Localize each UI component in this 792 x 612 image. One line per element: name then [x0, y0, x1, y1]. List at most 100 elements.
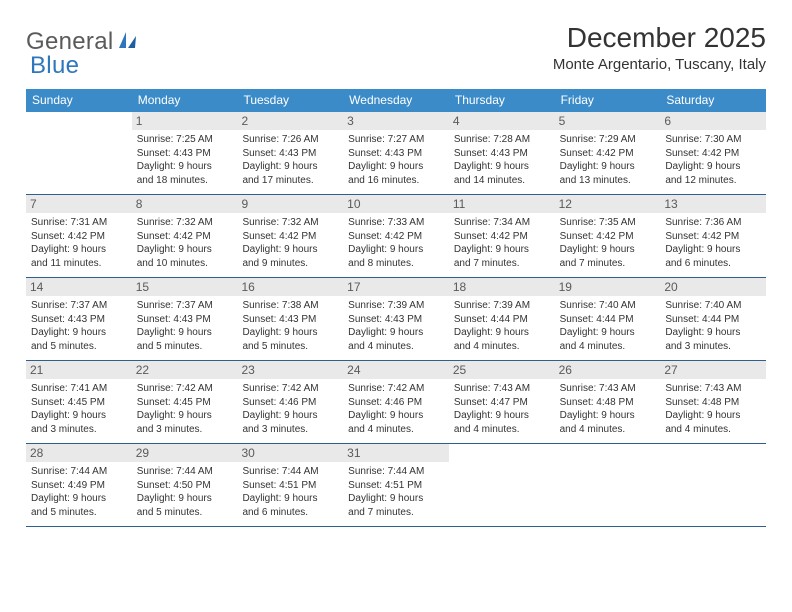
day-number: 21: [26, 361, 132, 379]
day-details: Sunrise: 7:31 AMSunset: 4:42 PMDaylight:…: [31, 216, 127, 270]
day-cell: 22Sunrise: 7:42 AMSunset: 4:45 PMDayligh…: [132, 361, 238, 443]
sunset-text: Sunset: 4:51 PM: [348, 479, 444, 493]
day-cell: 28Sunrise: 7:44 AMSunset: 4:49 PMDayligh…: [26, 444, 132, 526]
sunrise-text: Sunrise: 7:37 AM: [31, 299, 127, 313]
day-cell: 24 Sunrise: 7:42 AMSunset: 4:46 PMDayligh…: [343, 361, 449, 443]
day-number: 30: [237, 444, 343, 462]
day-cell: 26Sunrise: 7:43 AMSunset: 4:48 PMDayligh…: [555, 361, 661, 443]
daylight-line2: and 4 minutes.: [665, 423, 761, 437]
day-cell: [555, 444, 661, 526]
sunrise-text: Sunrise: 7:36 AM: [665, 216, 761, 230]
dow-tuesday: Tuesday: [237, 89, 343, 112]
day-number: 24: [343, 361, 449, 379]
day-number: 11: [449, 195, 555, 213]
daylight-line1: Daylight: 9 hours: [665, 160, 761, 174]
day-details: Sunrise: 7:42 AMSunset: 4:46 PMDaylight:…: [348, 382, 444, 436]
daylight-line1: Daylight: 9 hours: [348, 409, 444, 423]
sunrise-text: Sunrise: 7:42 AM: [348, 382, 444, 396]
day-number: 5: [555, 112, 661, 130]
day-details: Sunrise: 7:44 AMSunset: 4:51 PMDaylight:…: [242, 465, 338, 519]
day-details: Sunrise: 7:40 AMSunset: 4:44 PMDaylight:…: [560, 299, 656, 353]
day-cell: 17Sunrise: 7:39 AMSunset: 4:43 PMDayligh…: [343, 278, 449, 360]
daylight-line1: Daylight: 9 hours: [454, 326, 550, 340]
day-details: Sunrise: 7:37 AMSunset: 4:43 PMDaylight:…: [31, 299, 127, 353]
day-details: Sunrise: 7:30 AMSunset: 4:42 PMDaylight:…: [665, 133, 761, 187]
sunset-text: Sunset: 4:42 PM: [665, 230, 761, 244]
daylight-line2: and 7 minutes.: [454, 257, 550, 271]
dow-saturday: Saturday: [660, 89, 766, 112]
sunset-text: Sunset: 4:46 PM: [242, 396, 338, 410]
day-cell: 29Sunrise: 7:44 AMSunset: 4:50 PMDayligh…: [132, 444, 238, 526]
daylight-line1: Daylight: 9 hours: [454, 160, 550, 174]
location-subtitle: Monte Argentario, Tuscany, Italy: [553, 56, 766, 73]
day-details: Sunrise: 7:38 AMSunset: 4:43 PMDaylight:…: [242, 299, 338, 353]
daylight-line2: and 4 minutes.: [560, 340, 656, 354]
day-details: Sunrise: 7:25 AMSunset: 4:43 PMDaylight:…: [137, 133, 233, 187]
sunrise-text: Sunrise: 7:38 AM: [242, 299, 338, 313]
sunset-text: Sunset: 4:43 PM: [137, 147, 233, 161]
day-details: Sunrise: 7:43 AMSunset: 4:48 PMDaylight:…: [560, 382, 656, 436]
sunrise-text: Sunrise: 7:26 AM: [242, 133, 338, 147]
day-cell: 12Sunrise: 7:35 AMSunset: 4:42 PMDayligh…: [555, 195, 661, 277]
day-details: Sunrise: 7:43 AMSunset: 4:47 PMDaylight:…: [454, 382, 550, 436]
day-cell: 30 Sunrise: 7:44 AMSunset: 4:51 PMDayligh…: [237, 444, 343, 526]
day-number: 22: [132, 361, 238, 379]
daylight-line1: Daylight: 9 hours: [454, 243, 550, 257]
sunrise-text: Sunrise: 7:42 AM: [242, 382, 338, 396]
day-number: 12: [555, 195, 661, 213]
daylight-line1: Daylight: 9 hours: [560, 160, 656, 174]
sunset-text: Sunset: 4:42 PM: [31, 230, 127, 244]
day-cell: 20Sunrise: 7:40 AMSunset: 4:44 PMDayligh…: [660, 278, 766, 360]
day-number: 23: [237, 361, 343, 379]
day-of-week-header: Sunday Monday Tuesday Wednesday Thursday…: [26, 89, 766, 112]
day-number: 28: [26, 444, 132, 462]
dow-sunday: Sunday: [26, 89, 132, 112]
week-row: 7Sunrise: 7:31 AMSunset: 4:42 PMDaylight…: [26, 195, 766, 278]
calendar-grid: Sunday Monday Tuesday Wednesday Thursday…: [26, 89, 766, 527]
daylight-line2: and 5 minutes.: [137, 340, 233, 354]
daylight-line2: and 6 minutes.: [242, 506, 338, 520]
page-header: General December 2025 Monte Argentario, …: [26, 22, 766, 73]
daylight-line2: and 3 minutes.: [31, 423, 127, 437]
sunrise-text: Sunrise: 7:44 AM: [348, 465, 444, 479]
daylight-line2: and 7 minutes.: [348, 506, 444, 520]
daylight-line1: Daylight: 9 hours: [242, 326, 338, 340]
daylight-line1: Daylight: 9 hours: [31, 326, 127, 340]
daylight-line2: and 3 minutes.: [665, 340, 761, 354]
daylight-line1: Daylight: 9 hours: [560, 326, 656, 340]
day-cell: 3Sunrise: 7:27 AMSunset: 4:43 PMDaylight…: [343, 112, 449, 194]
day-number: 31: [343, 444, 449, 462]
daylight-line2: and 3 minutes.: [137, 423, 233, 437]
daylight-line2: and 4 minutes.: [454, 423, 550, 437]
sunrise-text: Sunrise: 7:40 AM: [560, 299, 656, 313]
day-cell: 6Sunrise: 7:30 AMSunset: 4:42 PMDaylight…: [660, 112, 766, 194]
daylight-line2: and 5 minutes.: [137, 506, 233, 520]
daylight-line1: Daylight: 9 hours: [31, 409, 127, 423]
weeks-container: 1Sunrise: 7:25 AMSunset: 4:43 PMDaylight…: [26, 112, 766, 527]
logo-text-blue: Blue: [30, 52, 79, 79]
day-details: Sunrise: 7:43 AMSunset: 4:48 PMDaylight:…: [665, 382, 761, 436]
daylight-line2: and 12 minutes.: [665, 174, 761, 188]
day-cell: [449, 444, 555, 526]
dow-wednesday: Wednesday: [343, 89, 449, 112]
logo-blue-wrap: Blue: [30, 52, 79, 80]
week-row: 14Sunrise: 7:37 AMSunset: 4:43 PMDayligh…: [26, 278, 766, 361]
daylight-line2: and 10 minutes.: [137, 257, 233, 271]
daylight-line2: and 18 minutes.: [137, 174, 233, 188]
sunset-text: Sunset: 4:43 PM: [348, 313, 444, 327]
day-cell: 13Sunrise: 7:36 AMSunset: 4:42 PMDayligh…: [660, 195, 766, 277]
sunset-text: Sunset: 4:42 PM: [560, 230, 656, 244]
day-cell: 14 Sunrise: 7:37 AMSunset: 4:43 PMDayligh…: [26, 278, 132, 360]
sunrise-text: Sunrise: 7:39 AM: [348, 299, 444, 313]
sunrise-text: Sunrise: 7:27 AM: [348, 133, 444, 147]
day-cell: 9Sunrise: 7:32 AMSunset: 4:42 PMDaylight…: [237, 195, 343, 277]
day-number: 14: [26, 278, 132, 296]
daylight-line1: Daylight: 9 hours: [242, 492, 338, 506]
sunset-text: Sunset: 4:44 PM: [560, 313, 656, 327]
daylight-line1: Daylight: 9 hours: [31, 243, 127, 257]
sunset-text: Sunset: 4:50 PM: [137, 479, 233, 493]
sunset-text: Sunset: 4:42 PM: [137, 230, 233, 244]
sunrise-text: Sunrise: 7:30 AM: [665, 133, 761, 147]
day-details: Sunrise: 7:34 AMSunset: 4:42 PMDaylight:…: [454, 216, 550, 270]
day-details: Sunrise: 7:44 AMSunset: 4:50 PMDaylight:…: [137, 465, 233, 519]
